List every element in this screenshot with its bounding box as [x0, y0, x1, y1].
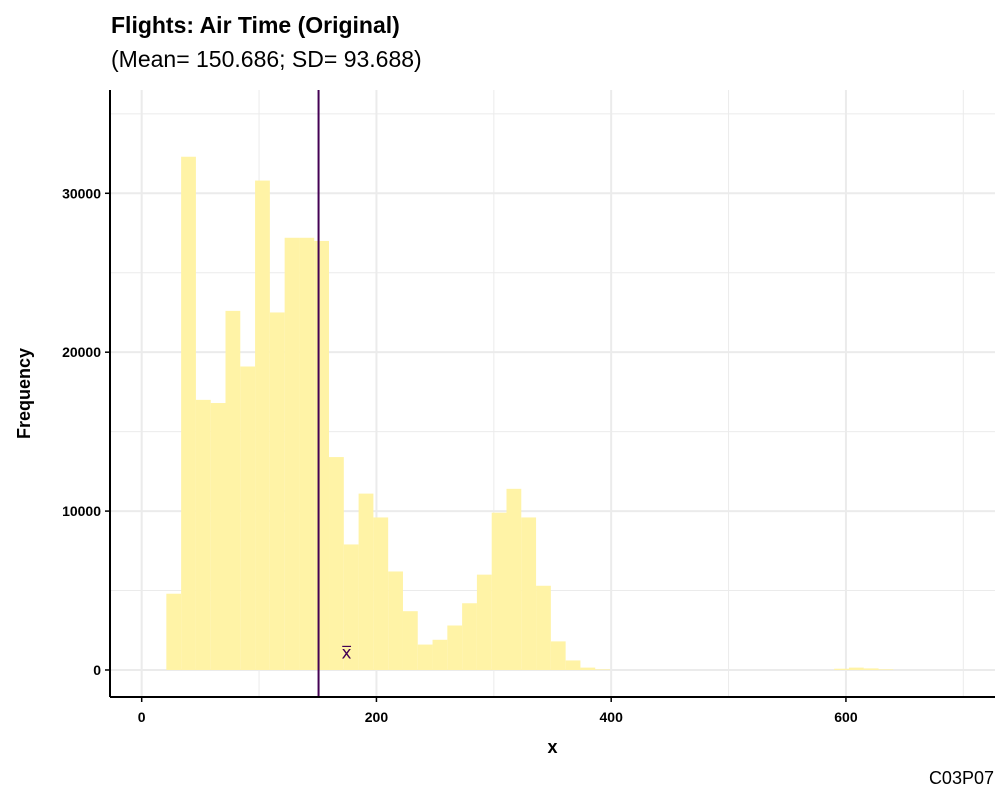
- histogram-bar: [580, 667, 596, 670]
- histogram-bar: [343, 544, 359, 670]
- histogram-bar: [195, 399, 211, 670]
- histogram-bar: [432, 639, 448, 670]
- histogram-bar: [417, 644, 433, 670]
- axis-labels: 0 10000 20000 30000 0 200 400 600 x Frequency: [14, 185, 858, 757]
- x-axis-title: x: [547, 737, 557, 757]
- axes: [105, 90, 995, 702]
- x-tick-label: 400: [600, 709, 624, 725]
- histogram-bar: [388, 571, 403, 670]
- histogram-bar: [447, 625, 463, 670]
- histogram-bar: [269, 312, 285, 670]
- histogram-bar: [210, 403, 226, 670]
- histogram-bar: [240, 366, 256, 670]
- histogram-bar: [491, 512, 507, 670]
- histogram-bar: [521, 517, 537, 670]
- mean-marker: x̅: [317, 90, 352, 697]
- y-axis-title: Frequency: [14, 348, 34, 439]
- x-tick-label: 0: [138, 709, 146, 725]
- histogram-bar: [506, 488, 522, 670]
- histogram-bar: [166, 593, 182, 670]
- histogram-bar: [358, 493, 374, 670]
- histogram-bar: [329, 457, 344, 670]
- chart-title: Flights: Air Time (Original): [111, 12, 400, 38]
- y-tick-label: 20000: [62, 344, 101, 360]
- y-tick-label: 10000: [62, 503, 101, 519]
- y-tick-label: 30000: [62, 185, 101, 201]
- histogram-bar: [848, 667, 864, 670]
- histogram-bar: [462, 603, 477, 670]
- y-tick-label: 0: [93, 662, 101, 678]
- chart-subtitle: (Mean= 150.686; SD= 93.688): [111, 46, 422, 72]
- histogram-bar: [536, 585, 551, 670]
- histogram-bar: [834, 668, 849, 670]
- histogram-bar: [402, 611, 418, 670]
- histogram-bar: [595, 669, 611, 670]
- chart-caption: C03P07: [928, 768, 994, 788]
- histogram-bar: [373, 517, 389, 670]
- histogram-bar: [863, 668, 879, 670]
- histogram-bars: [166, 156, 894, 670]
- x-tick-label: 600: [834, 709, 858, 725]
- histogram-bar: [878, 669, 894, 670]
- histogram-bar: [550, 641, 566, 670]
- histogram-bar: [476, 574, 492, 670]
- x-tick-label: 200: [365, 709, 389, 725]
- histogram-bar: [225, 310, 241, 670]
- histogram-bar: [314, 240, 330, 670]
- histogram-bar: [284, 237, 300, 670]
- histogram-bar: [181, 156, 196, 670]
- mean-label: x̅: [342, 644, 352, 664]
- histogram-bar: [565, 660, 581, 670]
- histogram-bar: [299, 237, 315, 670]
- histogram-bar: [255, 180, 270, 670]
